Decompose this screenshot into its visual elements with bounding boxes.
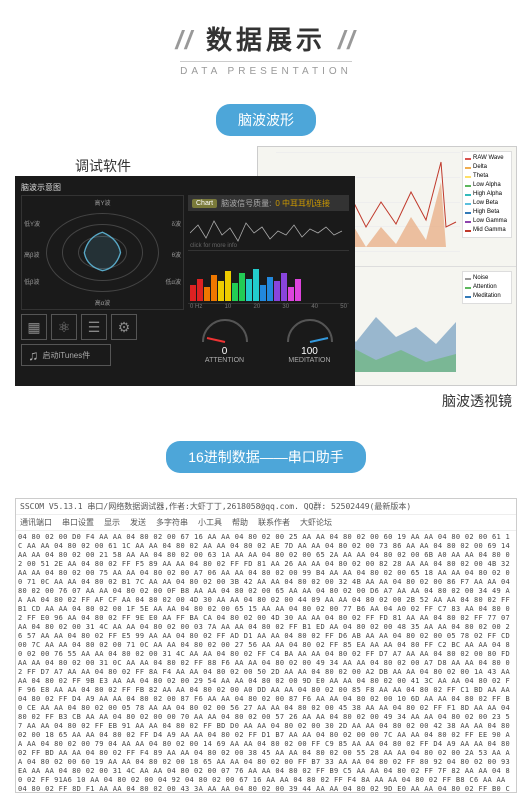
wave-header: Chart 脑波信号质量: 0 中耳耳机连接 [188, 195, 349, 211]
menu-item[interactable]: 小工具 [198, 517, 222, 528]
menu-item[interactable]: 通讯端口 [20, 517, 52, 528]
app-title: 脑波示意图 [21, 182, 349, 193]
page-header: 数据展示 DATA PRESENTATION [0, 0, 532, 94]
mode-icon-0[interactable]: ▦ [21, 314, 47, 340]
debug-label: 调试软件 [75, 156, 131, 176]
brainwave-app-window: 脑波示意图 高Y波 δ波 θ波 低α波 高α波 低β波 高β波 低Y波 [15, 176, 355, 386]
am-legend: NoiseAttentionMeditation [462, 271, 512, 304]
radar-shape [67, 230, 138, 275]
mode-icons: ▦⚛☰⚙ [21, 314, 185, 340]
menu-item[interactable]: 帮助 [232, 517, 248, 528]
page-title: 数据展示 [164, 20, 369, 57]
sscom-menu: 通讯端口串口设置显示发送多字符串小工具帮助联系作者大虾论坛 [16, 515, 516, 531]
radar-chart: 高Y波 δ波 θ波 低α波 高α波 低β波 高β波 低Y波 [21, 195, 184, 310]
bands-legend: RAW WaveDeltaThetaLow AlphaHigh AlphaLow… [462, 151, 512, 238]
spectrum-bars [188, 251, 349, 304]
mode-icon-3[interactable]: ⚙ [111, 314, 137, 340]
menu-item[interactable]: 大虾论坛 [300, 517, 332, 528]
menu-item[interactable]: 联系作者 [258, 517, 290, 528]
menu-item[interactable]: 显示 [104, 517, 120, 528]
chart-button[interactable]: Chart [192, 199, 217, 208]
attention-gauge: 0 ATTENTION [197, 314, 253, 389]
mode-icon-1[interactable]: ⚛ [51, 314, 77, 340]
hex-dump: 04 80 02 00 D0 F4 AA AA 04 80 02 00 67 1… [16, 531, 516, 793]
serial-monitor-window: SSCOM V5.13.1 串口/网络数据调试器,作者:大虾丁丁,2618058… [15, 498, 517, 793]
brainwave-badge: 脑波波形 [216, 104, 316, 136]
page-subtitle: DATA PRESENTATION [180, 61, 352, 77]
hex-badge: 16进制数据——串口助手 [166, 441, 366, 473]
menu-item[interactable]: 串口设置 [62, 517, 94, 528]
menu-item[interactable]: 多字符串 [156, 517, 188, 528]
mode-icon-2[interactable]: ☰ [81, 314, 107, 340]
sscom-title: SSCOM V5.13.1 串口/网络数据调试器,作者:大虾丁丁,2618058… [16, 499, 516, 515]
menu-item[interactable]: 发送 [130, 517, 146, 528]
meditation-gauge: 100 MEDITATION [282, 314, 338, 389]
itunes-button[interactable]: ♫ 启动iTunes件 [21, 344, 111, 366]
scope-label: 脑波透视镜 [442, 391, 512, 411]
raw-wave-plot: click for more info [188, 211, 349, 251]
wave-column: Chart 脑波信号质量: 0 中耳耳机连接 click for more in… [188, 195, 349, 310]
brainwave-panel: 调试软件 RAW WaveDeltaThetaLow AlphaHigh Alp… [15, 146, 517, 416]
